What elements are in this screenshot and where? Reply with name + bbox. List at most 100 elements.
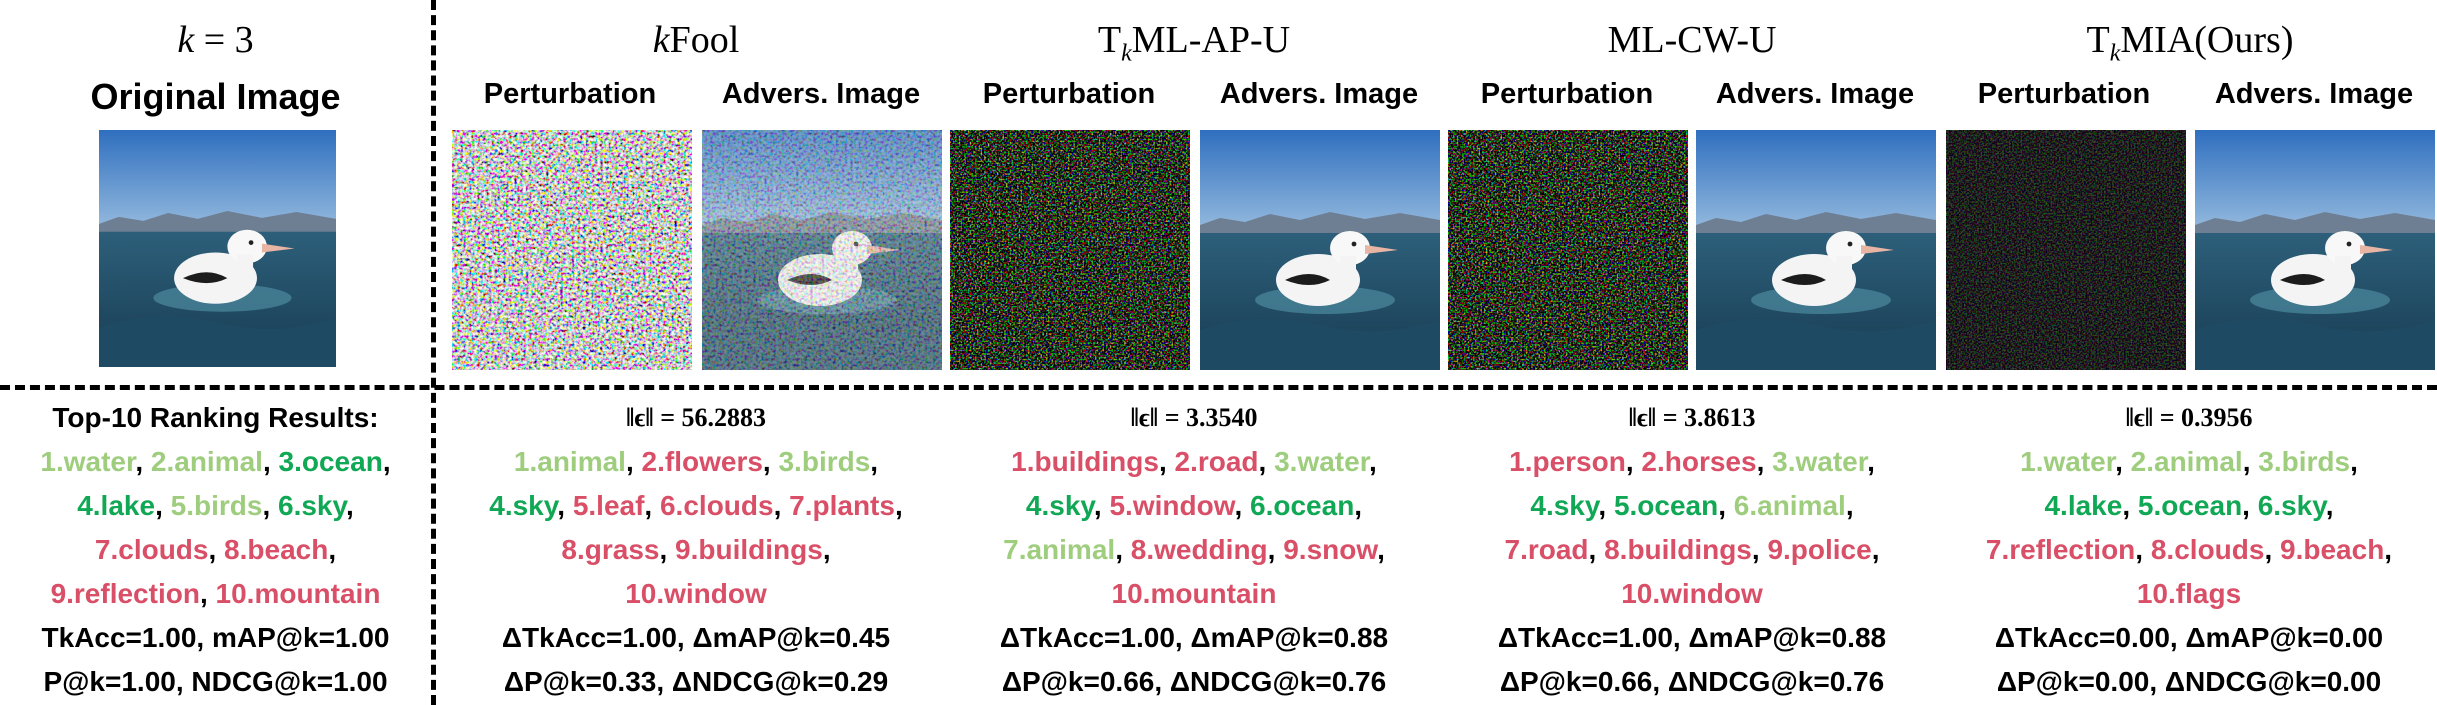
metrics-line: ΔP@k=0.66, ΔNDCG@k=0.76 [1499, 666, 1885, 697]
separator-text: , [1751, 534, 1768, 565]
ranked-label: 9.beach [2280, 534, 2385, 565]
separator-text: , [1258, 446, 1275, 477]
separator-text: , [1756, 446, 1773, 477]
separator-text: , [2350, 446, 2358, 477]
perturbation-norm: ‖ϵ‖ = 0.3956 [2125, 403, 2253, 432]
separator-text: , [625, 446, 642, 477]
ranked-label: 6.sky [2257, 490, 2326, 521]
ranking-line: 9.reflection, 10.mountain [0, 572, 431, 616]
ranking-line: 8.grass, 9.buildings, [447, 528, 945, 572]
adv-image-label-tkmia: Advers. Image [2214, 78, 2414, 110]
ranked-label: 7.plants [789, 490, 895, 521]
ranking-line: 4.lake, 5.ocean, 6.sky, [1941, 484, 2437, 528]
ranked-label: 9.reflection [50, 578, 200, 609]
adversarial-image-tkmia [2195, 130, 2435, 370]
ranking-line: 1.buildings, 2.road, 3.water, [945, 440, 1443, 484]
ranked-label: 10.flags [2136, 578, 2242, 609]
ranking-line: 4.lake, 5.birds, 6.sky, [0, 484, 431, 528]
ranked-label: 7.road [1504, 534, 1589, 565]
method-title-tkml-ap-u: TkML-AP-U [1097, 19, 1291, 67]
original-image [99, 130, 336, 367]
ranking-line: 10.mountain [945, 572, 1443, 616]
k-label: k = 3 [177, 19, 254, 61]
separator-text: , [894, 490, 903, 521]
ranked-label: 5.ocean [1613, 490, 1719, 521]
method-title-ml-cw-u: ML-CW-U [1607, 19, 1777, 61]
metrics-line: ΔTkAcc=1.00, ΔmAP@k=0.45 [501, 622, 891, 653]
separator-text: , [557, 490, 573, 521]
separator-text: , [2242, 490, 2258, 521]
ranked-label: 9.snow [1283, 534, 1378, 565]
ranked-label: 6.animal [1733, 490, 1846, 521]
ranked-label: 8.wedding [1130, 534, 1268, 565]
adversarial-image-kfool [702, 130, 942, 370]
results-panel-tkml-ap-u: ‖ϵ‖ = 3.3540 1.buildings, 2.road, 3.wate… [945, 396, 1443, 704]
ranked-label: 5.leaf [572, 490, 645, 521]
ranking-line: 7.animal, 8.wedding, 9.snow, [945, 528, 1443, 572]
ranked-label: 9.police [1767, 534, 1872, 565]
ranking-line: 1.animal, 2.flowers, 3.birds, [447, 440, 945, 484]
separator-text: , [762, 446, 779, 477]
separator-text: , [135, 446, 151, 477]
perturbation-norm: ‖ϵ‖ = 3.8613 [1628, 403, 1756, 432]
ranked-label: 3.birds [2258, 446, 2351, 477]
ranked-label: 1.animal [513, 446, 626, 477]
metrics-line: ΔTkAcc=1.00, ΔmAP@k=0.88 [999, 622, 1389, 653]
separator-text: , [208, 534, 225, 565]
perturbation-label-tkml-ap-u: Perturbation [982, 78, 1156, 110]
separator-text: , [262, 446, 279, 477]
perturbation-image-kfool [452, 130, 692, 370]
separator-text: , [2264, 534, 2281, 565]
ranked-label: 4.sky [1025, 490, 1094, 521]
ranked-label: 4.lake [2044, 490, 2123, 521]
ranked-label: 3.ocean [278, 446, 383, 477]
ranked-label: 10.window [625, 578, 767, 609]
ranking-line: 7.reflection, 8.clouds, 9.beach, [1941, 528, 2437, 572]
separator-text: , [1871, 534, 1880, 565]
ranked-label: 10.window [1621, 578, 1763, 609]
separator-text: , [2122, 490, 2138, 521]
separator-text: , [1234, 490, 1251, 521]
separator-text: , [2115, 446, 2131, 477]
separator-text: , [870, 446, 879, 477]
metrics-line: TkAcc=1.00, mAP@k=1.00 [41, 622, 390, 653]
separator-text: , [382, 446, 391, 477]
ranked-label: 5.ocean [2137, 490, 2243, 521]
ranked-label: 3.water [1274, 446, 1370, 477]
ranked-label: 8.clouds [2150, 534, 2265, 565]
separator-text: , [773, 490, 790, 521]
separator-text: , [644, 490, 660, 521]
ranking-line: 10.window [1443, 572, 1941, 616]
separator-text: , [262, 490, 278, 521]
separator-text: , [1377, 534, 1385, 565]
ranked-label: 6.ocean [1250, 490, 1355, 521]
separator-text: , [659, 534, 676, 565]
separator-text: , [1115, 534, 1131, 565]
separator-text: , [1093, 490, 1110, 521]
ranking-line: 7.road, 8.buildings, 9.police, [1443, 528, 1941, 572]
ranked-label: 1.water [40, 446, 136, 477]
metrics-line: ΔTkAcc=0.00, ΔmAP@k=0.00 [1994, 622, 2384, 653]
ranked-label: 5.window [1109, 490, 1235, 521]
ranking-line: 1.person, 2.horses, 3.water, [1443, 440, 1941, 484]
ranked-label: 6.sky [278, 490, 346, 521]
ranked-label: 9.buildings [675, 534, 823, 565]
perturbation-image-tkmia [1946, 130, 2186, 370]
ranking-title: Top-10 Ranking Results: [52, 402, 379, 433]
ranking-line: 1.water, 2.animal, 3.birds, [1941, 440, 2437, 484]
separator-text: , [1158, 446, 1175, 477]
ranking-line: 4.sky, 5.leaf, 6.clouds, 7.plants, [447, 484, 945, 528]
ranked-label: 8.grass [561, 534, 660, 565]
separator-text: , [199, 578, 216, 609]
ranked-label: 2.horses [1641, 446, 1757, 477]
ranked-label: 1.person [1509, 446, 1626, 477]
perturbation-image-ml-cw-u [1448, 130, 1688, 370]
perturbation-label-tkmia: Perturbation [1977, 78, 2151, 110]
separator-text: , [822, 534, 831, 565]
results-panel-tkmia: ‖ϵ‖ = 0.3956 1.water, 2.animal, 3.birds,… [1941, 396, 2437, 704]
metrics-line: ΔTkAcc=1.00, ΔmAP@k=0.88 [1497, 622, 1887, 653]
separator-text: , [1354, 490, 1363, 521]
separator-text: , [1845, 490, 1854, 521]
adv-image-label-kfool: Advers. Image [721, 78, 921, 110]
ranked-label: 4.sky [489, 490, 558, 521]
